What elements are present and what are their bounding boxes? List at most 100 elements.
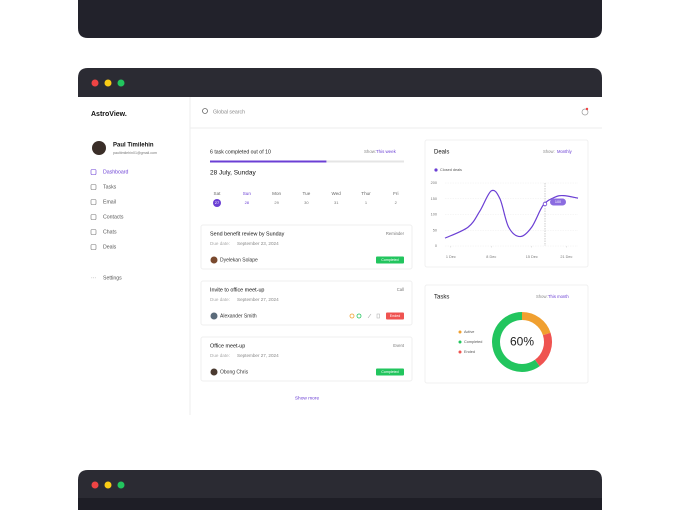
notification-dot <box>585 107 589 111</box>
assignee-avatar <box>210 368 218 376</box>
card-title: Tasks <box>434 295 449 301</box>
x-tick-label: 8 Dec <box>486 255 496 259</box>
legend-dot <box>434 168 438 172</box>
delete-icon <box>376 313 380 319</box>
hover-point <box>542 201 548 207</box>
status: Completed <box>381 370 398 374</box>
progress-card <box>200 140 412 214</box>
legend-label: Completed <box>464 340 482 344</box>
show-value[interactable]: This week <box>376 149 397 154</box>
nav-icon <box>90 229 97 235</box>
search-icon <box>202 108 208 114</box>
close-dot[interactable] <box>91 481 99 489</box>
status-badge <box>376 256 404 264</box>
search-placeholder[interactable]: Global search <box>213 109 245 115</box>
selected-date <box>213 199 221 207</box>
x-tick-label: 1 Dec <box>446 255 456 259</box>
edit-icon <box>367 313 372 319</box>
minimize-dot[interactable] <box>104 481 112 489</box>
day-date[interactable]: 31 <box>334 200 339 205</box>
assignee-avatar <box>210 256 218 264</box>
profile-email: paultimilehin01@gmail.com <box>113 151 157 155</box>
profile-name: Paul Timilehin <box>113 143 154 149</box>
nav-item[interactable]: Email <box>103 199 116 205</box>
task-type: Event <box>393 343 405 348</box>
legend-dot <box>458 330 462 334</box>
deals-card <box>424 139 589 268</box>
day-date[interactable]: 29 <box>274 200 279 205</box>
tooltip-box <box>550 198 566 206</box>
task-card <box>200 224 413 270</box>
maximize-dot[interactable] <box>117 481 125 489</box>
y-tick-label: 150 <box>431 197 437 201</box>
legend-label: Closed deals <box>440 168 462 172</box>
show-value[interactable]: This month <box>548 294 569 299</box>
legend-label: Active <box>464 330 474 334</box>
nav-icon <box>90 184 97 190</box>
y-tick-label: 100 <box>431 213 437 217</box>
maximize-dot[interactable] <box>117 79 125 87</box>
status-badge <box>376 368 404 376</box>
legend-dot <box>458 350 462 354</box>
due-date: September 27, 2024 <box>237 353 279 358</box>
legend-label: Ended <box>464 350 475 354</box>
close-dot[interactable] <box>91 79 99 87</box>
day-name: Sat <box>214 191 222 196</box>
x-tick-label: 21 Dec <box>560 255 572 259</box>
donut-segment <box>534 332 552 367</box>
task-card <box>200 336 413 382</box>
assignee: Obong Chris <box>220 369 249 375</box>
due-label: Due date: <box>210 297 230 302</box>
bell-icon[interactable] <box>581 108 589 116</box>
day-date[interactable]: 2 <box>395 200 398 205</box>
nav-item[interactable]: Contacts <box>103 214 124 220</box>
status: Ended <box>390 314 400 318</box>
show-more[interactable]: Show more <box>295 395 320 401</box>
task-type: Reminder <box>386 231 405 236</box>
day-date[interactable]: 28 <box>245 200 250 205</box>
tooltip: 100 <box>555 200 561 204</box>
task-type: Call <box>397 287 404 292</box>
title-bar <box>78 68 602 97</box>
nav-icon <box>90 199 97 205</box>
task-title: Invite to office meet-up <box>210 287 264 293</box>
day-name: Mon <box>272 191 281 196</box>
day-name: Sun <box>243 191 252 196</box>
assignee-avatar <box>210 312 218 320</box>
y-tick-label: 0 <box>435 244 437 248</box>
minimize-dot[interactable] <box>104 79 112 87</box>
nav-item[interactable]: Chats <box>103 229 117 235</box>
nav-item[interactable]: Deals <box>103 244 117 250</box>
status: Completed <box>381 258 398 262</box>
settings-icon: ··· <box>91 275 96 281</box>
progress-fill <box>210 160 327 163</box>
due-date: September 23, 2024 <box>237 241 279 246</box>
nav-item[interactable]: Tasks <box>103 184 117 190</box>
assignee: Dyelekan Solape <box>220 257 258 263</box>
bottom-window-body <box>78 498 602 510</box>
due-label: Due date: <box>210 353 230 358</box>
assignee: Alexander Smith <box>220 313 257 319</box>
x-tick-label: 15 Dec <box>526 255 538 259</box>
top-window <box>78 0 602 38</box>
donut-segment <box>492 312 540 372</box>
status-icon <box>349 313 355 319</box>
nav-item[interactable]: Settings <box>103 275 122 281</box>
task-title: Send benefit review by Sunday <box>210 231 285 237</box>
tasks-card <box>424 284 589 384</box>
show-label: Show: <box>536 294 548 299</box>
day-date[interactable]: 1 <box>365 200 368 205</box>
day-name: Tue <box>303 191 311 196</box>
donut-segment <box>521 312 551 336</box>
nav-item[interactable]: Dashboard <box>103 169 128 175</box>
show-value[interactable]: Monthly <box>557 149 573 154</box>
date-heading: 28 July, Sunday <box>210 170 257 177</box>
due-label: Due date: <box>210 241 230 246</box>
card-title: Deals <box>434 150 449 156</box>
day-date[interactable]: 27 <box>215 200 220 205</box>
show-label: Show: <box>364 149 376 154</box>
day-date[interactable]: 30 <box>304 200 309 205</box>
status-badge <box>386 312 404 320</box>
day-name: Thur <box>361 191 371 196</box>
